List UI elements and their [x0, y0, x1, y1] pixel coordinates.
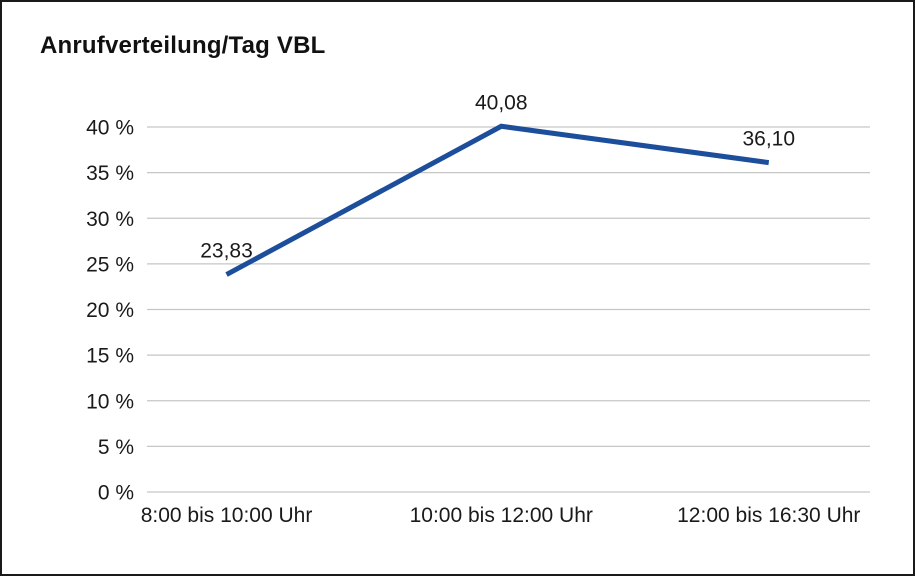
- x-category-label: 12:00 bis 16:30 Uhr: [677, 504, 860, 527]
- x-category-label: 10:00 bis 12:00 Uhr: [410, 504, 593, 527]
- data-label: 23,83: [200, 240, 253, 263]
- y-tick-label: 30 %: [86, 208, 134, 231]
- data-label: 36,10: [742, 128, 795, 151]
- x-category-label: 8:00 bis 10:00 Uhr: [141, 504, 313, 527]
- y-tick-label: 40 %: [86, 117, 134, 140]
- data-label: 40,08: [475, 91, 528, 114]
- y-tick-label: 25 %: [86, 253, 134, 276]
- chart-title: Anrufverteilung/Tag VBL: [40, 32, 326, 59]
- y-tick-label: 10 %: [86, 390, 134, 413]
- y-tick-label: 35 %: [86, 162, 134, 185]
- data-line-series: [225, 123, 770, 277]
- y-tick-label: 20 %: [86, 299, 134, 322]
- y-tick-label: 5 %: [98, 436, 134, 459]
- y-tick-label: 15 %: [86, 345, 134, 368]
- y-tick-label: 0 %: [98, 482, 134, 505]
